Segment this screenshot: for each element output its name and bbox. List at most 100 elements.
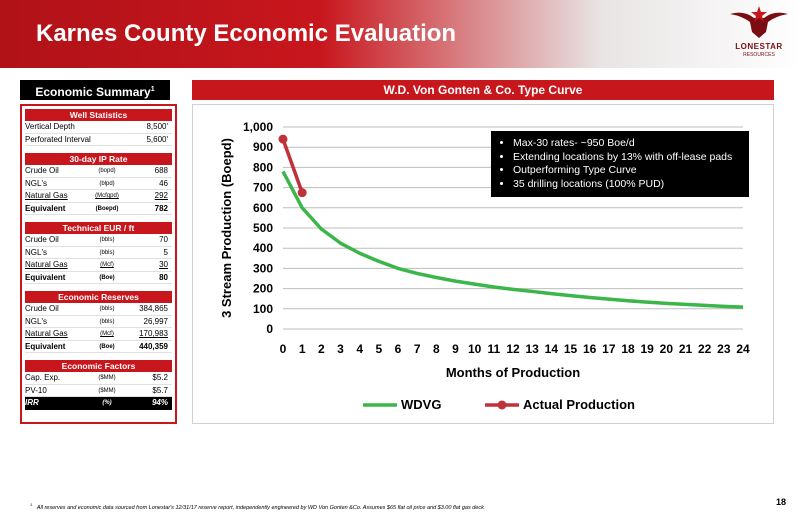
x-tick-label: 2 [318,342,325,356]
y-tick-label: 800 [253,160,273,174]
row-label: Perforated Interval [25,134,91,144]
factors-heading: Economic Factors [25,360,172,372]
x-tick-labels: 0 1 2 3 4 5 6 7 8 9 10 11 12 13 14 15 16 17 18 19 20 21 22 23 24 [280,342,750,356]
row-value: 5,600' [146,134,168,144]
row-label: Crude Oil [25,235,59,244]
x-tick-label: 3 [337,342,344,356]
x-tick-label: 7 [414,342,421,356]
footnote-text: All reserves and economic data sourced f… [36,504,484,511]
table-row: Crude Oil (bbls) 384,865 [25,303,172,316]
x-tick-label: 23 [717,342,731,356]
series-lines [278,134,744,309]
x-tick-label: 6 [395,342,402,356]
y-axis-title: 3 Stream Production (Boepd) [219,138,234,318]
x-tick-label: 21 [679,342,693,356]
row-value: 782 [154,203,168,213]
row-label: NGL's [25,316,47,326]
row-label: NGL's [25,178,47,188]
summary-title: Economic Summary1 [20,80,170,100]
table-row: Crude Oil (bopd) 688 [25,165,172,178]
callout-item: Max-30 rates- ~950 Boe/d [513,137,741,151]
summary-title-footnote-ref: 1 [150,86,155,93]
summary-title-text: Economic Summary [35,85,151,99]
row-value: 292 [154,191,168,200]
header-banner: Karnes County Economic Evaluation LONEST… [0,0,800,68]
y-tick-label: 1,000 [243,120,273,134]
table-row: Equivalent (Boe) 440,359 [25,341,172,353]
lonestar-logo: LONESTAR RESOURCES [724,4,794,64]
callout-box: Max-30 rates- ~950 Boe/d Extending locat… [491,131,749,197]
row-value: $5.2 [152,373,168,382]
table-row: Equivalent (Boe) 80 [25,272,172,284]
y-tick-label: 700 [253,181,273,195]
row-value: 440,359 [139,341,168,351]
x-tick-label: 5 [375,342,382,356]
row-label: Cap. Exp. [25,373,61,382]
x-tick-label: 9 [452,342,459,356]
row-value: 688 [154,166,168,175]
row-value: 26,997 [143,316,168,326]
row-unit: (Mcf) [100,331,114,337]
x-tick-label: 13 [525,342,539,356]
legend-label: WDVG [401,397,441,412]
well-statistics-heading: Well Statistics [25,109,172,121]
data-point [278,134,288,144]
footnote-marker: 1 [30,502,33,507]
row-value: 30 [159,260,168,269]
chart-legend: WDVG Actual Production [363,397,635,412]
row-unit: (bbls) [99,306,115,312]
row-label: PV-10 [25,385,47,395]
x-tick-label: 19 [640,342,654,356]
reserves-heading: Economic Reserves [25,291,172,303]
x-tick-label: 22 [698,342,712,356]
y-tick-label: 100 [253,302,273,316]
row-value: 384,865 [139,304,168,313]
eur-heading: Technical EUR / ft [25,222,172,234]
x-tick-label: 11 [487,342,500,356]
x-tick-label: 12 [506,342,520,356]
table-row-irr: IRR (%) 94% [25,397,172,410]
row-value: 80 [159,272,168,282]
row-unit: (bbls) [99,249,115,256]
page-number: 18 [776,497,787,507]
table-row: Natural Gas (Mcf) 30 [25,259,172,272]
row-label: IRR [25,398,39,407]
row-unit: (%) [102,400,112,406]
row-label: Equivalent [25,203,66,213]
x-tick-label: 4 [356,342,363,356]
x-tick-label: 15 [564,342,578,356]
x-tick-label: 20 [660,342,674,356]
row-unit: (blpd) [99,180,115,187]
callout-item: Outperforming Type Curve [513,164,741,178]
table-row: Vertical Depth 8,500' [25,121,172,134]
callout-item: 35 drilling locations (100% PUD) [513,178,741,192]
x-tick-label: 8 [433,342,440,356]
legend-label: Actual Production [523,397,635,412]
table-row: Equivalent (Boepd) 782 [25,203,172,215]
row-value: 46 [159,178,168,188]
longhorn-star-icon [730,6,788,38]
row-unit: (Boe) [99,274,115,281]
legend-marker [497,400,507,410]
row-label: Natural Gas [25,329,68,338]
row-unit: (Boe) [99,343,115,350]
footnote: 1 All reserves and economic data sourced… [30,502,484,511]
series-line-0 [281,170,744,309]
row-unit: (bbls) [99,318,115,325]
chart-title: W.D. Von Gonten & Co. Type Curve [192,80,774,100]
x-tick-label: 24 [736,342,750,356]
table-row: Natural Gas (Mcf) 170,983 [25,328,172,341]
row-label: Crude Oil [25,304,59,313]
y-tick-label: 400 [253,241,273,255]
table-row: Cap. Exp. ($MM) $5.2 [25,372,172,385]
table-row: NGL's (blpd) 46 [25,178,172,190]
y-tick-label: 300 [253,261,273,275]
row-label: NGL's [25,247,47,257]
row-value: 94% [151,398,168,407]
row-unit: (Mcf) [100,262,114,268]
y-tick-labels: 0 100 200 300 400 500 600 700 800 900 1,000 [243,120,273,336]
x-tick-label: 10 [468,342,482,356]
